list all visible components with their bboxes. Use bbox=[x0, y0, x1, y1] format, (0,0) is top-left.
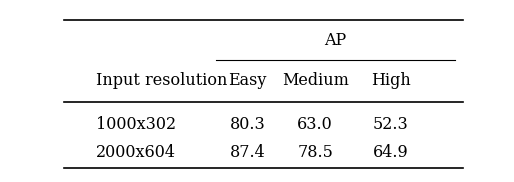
Text: 2000x604: 2000x604 bbox=[96, 144, 176, 161]
Text: Input resolution: Input resolution bbox=[96, 72, 228, 89]
Text: 63.0: 63.0 bbox=[297, 116, 333, 133]
Text: Easy: Easy bbox=[228, 72, 267, 89]
Text: 52.3: 52.3 bbox=[373, 116, 409, 133]
Text: 87.4: 87.4 bbox=[230, 144, 265, 161]
Text: 64.9: 64.9 bbox=[373, 144, 409, 161]
Text: 78.5: 78.5 bbox=[297, 144, 333, 161]
Text: 1000x302: 1000x302 bbox=[96, 116, 176, 133]
Text: High: High bbox=[371, 72, 411, 89]
Text: Medium: Medium bbox=[282, 72, 348, 89]
Text: 80.3: 80.3 bbox=[230, 116, 265, 133]
Text: AP: AP bbox=[324, 31, 346, 49]
